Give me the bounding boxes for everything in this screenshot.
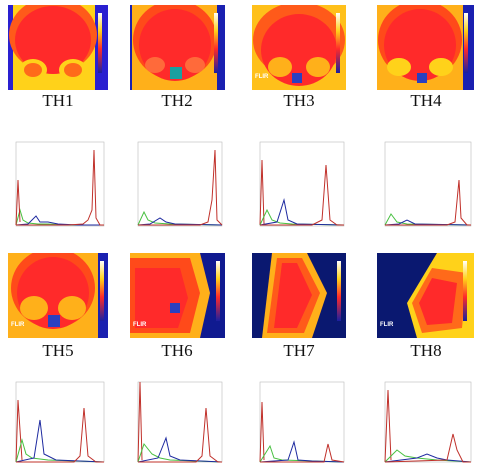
thermal-image-th7 xyxy=(252,253,346,338)
histogram-plot xyxy=(137,381,223,463)
thermal-image-th5 xyxy=(8,253,108,338)
histogram-plot xyxy=(15,381,105,463)
panel-label: TH3 xyxy=(283,91,315,110)
histogram-plot xyxy=(384,381,472,463)
roi-square-icon xyxy=(170,67,182,79)
thermogram-th4 xyxy=(377,5,474,90)
thermal-image-th3 xyxy=(252,5,346,90)
thermal-image-th2 xyxy=(130,5,225,90)
histogram-plot xyxy=(384,141,472,227)
thermogram-th2 xyxy=(130,5,225,90)
histogram-th7 xyxy=(252,380,346,468)
thermogram-th5: FLIR xyxy=(8,253,108,338)
thermogram-th1 xyxy=(8,5,108,90)
thermal-image-th8 xyxy=(377,253,474,338)
roi-square-icon xyxy=(170,303,180,313)
panel-label: TH5 xyxy=(42,341,74,360)
thermal-image-th1 xyxy=(8,5,108,90)
thermogram-th7 xyxy=(252,253,346,338)
panel-label: TH2 xyxy=(161,91,193,110)
thermogram-th3: FLIR xyxy=(252,5,346,90)
histogram-th8 xyxy=(377,380,474,468)
histogram-th6 xyxy=(130,380,225,468)
roi-square-icon xyxy=(292,73,302,83)
histogram-plot xyxy=(137,141,223,227)
histogram-plot xyxy=(259,141,345,227)
flir-logo: FLIR xyxy=(133,322,147,328)
thermogram-th8: FLIR xyxy=(377,253,474,338)
roi-square-icon xyxy=(48,315,60,327)
flir-logo: FLIR xyxy=(11,322,25,328)
panel-label: TH8 xyxy=(410,341,442,360)
histogram-th3 xyxy=(252,140,346,232)
flir-logo: FLIR xyxy=(380,322,394,328)
thermal-image-th6 xyxy=(130,253,225,338)
histogram-th2 xyxy=(130,140,225,232)
roi-square-icon xyxy=(417,73,427,83)
histogram-th4 xyxy=(377,140,474,232)
panel-label: TH7 xyxy=(283,341,315,360)
panel-label: TH6 xyxy=(161,341,193,360)
panel-label: TH4 xyxy=(410,91,442,110)
thermogram-th6: FLIR xyxy=(130,253,225,338)
histogram-plot xyxy=(15,141,105,227)
histogram-th5 xyxy=(8,380,108,468)
flir-logo: FLIR xyxy=(255,74,269,80)
thermal-image-th4 xyxy=(377,5,474,90)
panel-label: TH1 xyxy=(42,91,74,110)
histogram-th1 xyxy=(8,140,108,232)
histogram-plot xyxy=(259,381,345,463)
